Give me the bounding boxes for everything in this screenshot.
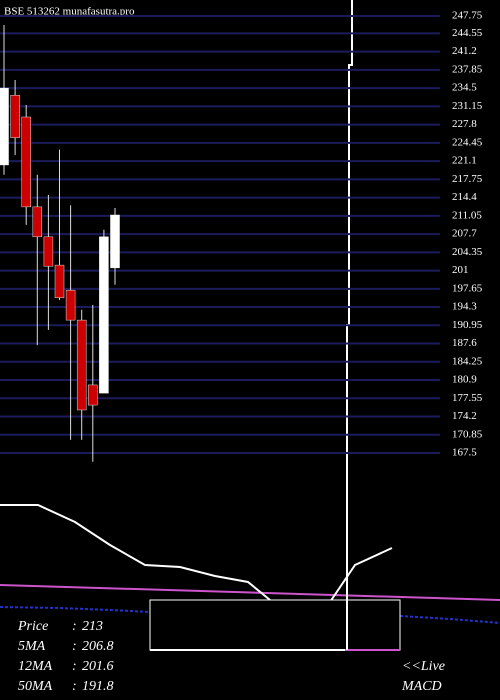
candle-body (54, 264, 65, 299)
y-tick-label: 194.3 (452, 301, 477, 313)
y-tick-label: 227.8 (452, 118, 477, 130)
macd-line (0, 504, 271, 601)
info-sep: : (72, 639, 77, 654)
candle-body (76, 319, 87, 411)
candle-body (10, 94, 20, 138)
y-tick-label: 221.1 (452, 155, 477, 167)
y-tick-label: 224.45 (452, 136, 483, 148)
candle-body (43, 236, 54, 267)
info-sep: : (72, 619, 77, 634)
y-tick-label: 204.35 (452, 246, 483, 258)
signal-line (0, 606, 151, 613)
y-tick-label: 201 (452, 264, 469, 276)
candle-body (88, 384, 98, 406)
y-tick-label: 177.55 (452, 392, 483, 404)
y-tick-label: 211.05 (452, 209, 482, 221)
y-tick-label: 190.95 (452, 319, 483, 331)
y-tick-label: 244.55 (452, 27, 483, 39)
info-value: 201.6 (82, 659, 114, 674)
candle-body (0, 87, 9, 166)
info-label: 5MA (18, 639, 46, 654)
candle-body (32, 206, 43, 238)
info-sep: : (72, 659, 77, 674)
info-label: 50MA (18, 679, 53, 694)
y-tick-label: 214.4 (452, 191, 477, 203)
y-tick-label: 217.75 (452, 173, 483, 185)
y-tick-label: 207.7 (452, 228, 477, 240)
ma-line (0, 584, 500, 601)
signal-line (399, 615, 500, 624)
y-tick-label: 184.25 (452, 355, 483, 367)
y-tick-label: 187.6 (452, 337, 477, 349)
candle-body (21, 116, 31, 208)
y-tick-label: 197.65 (452, 282, 483, 294)
info-value: 206.8 (82, 639, 114, 654)
y-tick-label: 167.5 (452, 447, 477, 459)
y-tick-label: 231.15 (452, 100, 483, 112)
info-label: Price (17, 619, 48, 634)
y-tick-label: 174.2 (452, 410, 477, 422)
info-value: 213 (82, 619, 103, 634)
candle-body (65, 289, 76, 321)
macd-line (329, 547, 393, 603)
y-tick-label: 234.5 (452, 82, 477, 94)
macd-label: <<Live (402, 659, 445, 674)
macd-box (149, 599, 401, 651)
y-tick-label: 180.9 (452, 374, 477, 386)
macd-label: MACD (401, 679, 442, 694)
info-sep: : (72, 679, 77, 694)
candle-body (99, 236, 109, 394)
info-label: 12MA (18, 659, 53, 674)
y-tick-label: 247.75 (452, 10, 483, 22)
y-tick-label: 170.85 (452, 428, 483, 440)
y-tick-label: 237.85 (452, 63, 483, 75)
chart-title: BSE 513262 munafasutra.pro (4, 6, 135, 18)
info-value: 191.8 (82, 679, 114, 694)
y-tick-label: 241.2 (452, 45, 477, 57)
candle-body (110, 214, 120, 269)
